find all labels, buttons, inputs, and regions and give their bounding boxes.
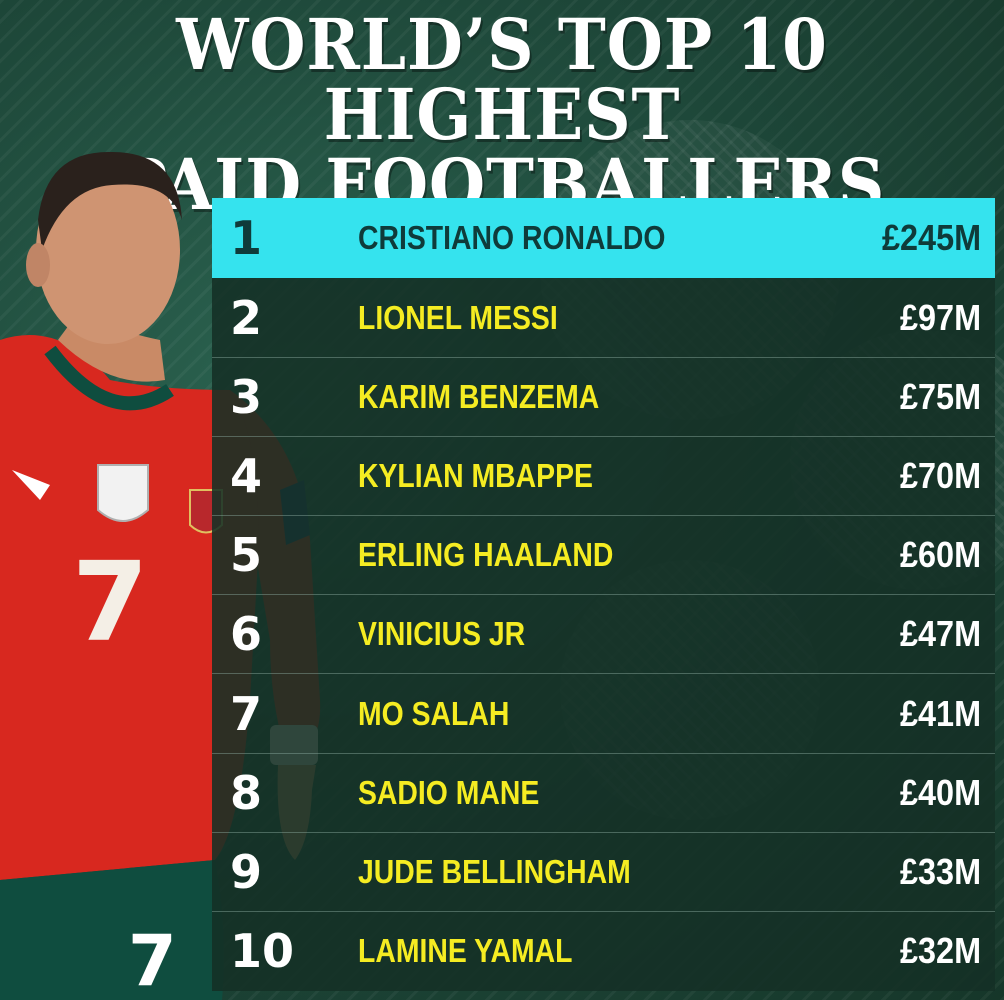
rank-number: 6 [230,607,263,661]
player-earnings: £32M [899,930,981,971]
rank-row: 1 CRISTIANO RONALDO £245M [212,198,995,278]
player-earnings: £33M [899,851,981,892]
rank-row: 2 LIONEL MESSI £97M [212,278,995,358]
player-name: KYLIAN MBAPPE [358,457,593,494]
player-earnings: £47M [899,613,981,654]
rank-number: 10 [230,924,295,978]
player-earnings: £60M [899,534,981,575]
rankings-table: 1 CRISTIANO RONALDO £245M 2 LIONEL MESSI… [212,198,995,991]
rank-row: 9 JUDE BELLINGHAM £33M [212,832,995,912]
player-earnings: £97M [899,297,981,338]
rank-number: 9 [230,845,263,899]
player-name: VINICIUS JR [358,615,526,652]
rank-number: 4 [230,449,263,503]
player-earnings: £41M [899,693,981,734]
shorts-number: 7 [128,920,177,1000]
player-earnings: £75M [899,376,981,417]
rank-number: 1 [230,211,263,265]
rank-row: 8 SADIO MANE £40M [212,753,995,833]
player-name: MO SALAH [358,695,510,732]
rank-number: 8 [230,766,263,820]
rank-row: 7 MO SALAH £41M [212,674,995,754]
player-name: CRISTIANO RONALDO [358,219,666,256]
rank-row: 3 KARIM BENZEMA £75M [212,357,995,437]
player-name: LAMINE YAMAL [358,932,573,969]
player-earnings: £70M [899,455,981,496]
rank-row: 5 ERLING HAALAND £60M [212,515,995,595]
title-line-1: WORLD’S TOP 10 HIGHEST [176,3,828,156]
rank-number: 3 [230,370,263,424]
player-name: KARIM BENZEMA [358,378,600,415]
player-name: JUDE BELLINGHAM [358,853,631,890]
rank-row: 6 VINICIUS JR £47M [212,594,995,674]
rank-row: 10 LAMINE YAMAL £32M [212,911,995,991]
player-name: SADIO MANE [358,774,540,811]
rank-row: 4 KYLIAN MBAPPE £70M [212,436,995,516]
player-name: ERLING HAALAND [358,536,614,573]
rank-number: 2 [230,291,263,345]
rank-number: 5 [230,528,263,582]
player-name: LIONEL MESSI [358,299,558,336]
player-earnings: £245M [881,217,981,258]
rank-number: 7 [230,687,263,741]
shirt-number: 7 [72,538,149,666]
player-earnings: £40M [899,772,981,813]
